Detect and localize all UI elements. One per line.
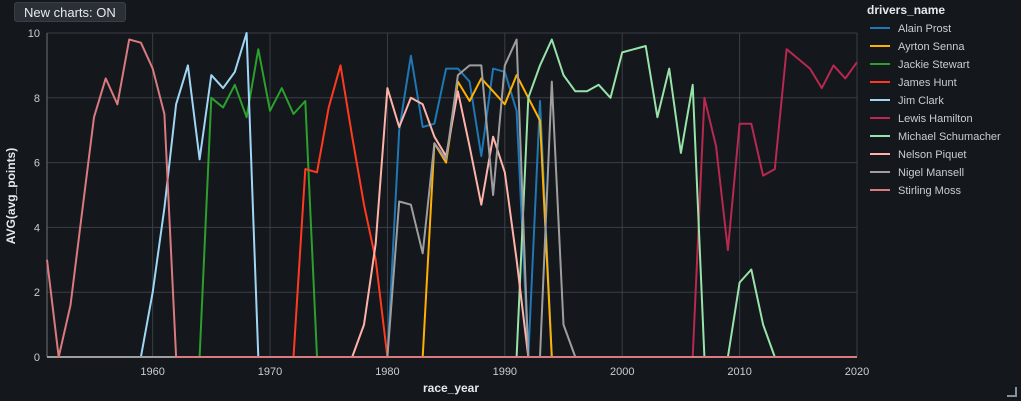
- x-tick-label: 2020: [845, 366, 869, 378]
- series-line-stirling-moss: [46, 38, 857, 358]
- series-line-james-hunt: [47, 64, 857, 358]
- legend-item-alain-prost: Alain Prost: [898, 23, 951, 35]
- new-charts-toggle[interactable]: New charts: ON: [14, 2, 126, 22]
- legend-title: drivers_name: [867, 3, 945, 17]
- y-tick-label: 0: [34, 352, 40, 364]
- x-tick-label: 1980: [375, 366, 399, 378]
- legend-item-ayrton-senna: Ayrton Senna: [898, 41, 965, 53]
- x-axis-label: race_year: [423, 381, 479, 395]
- resize-handle-icon[interactable]: [1007, 387, 1017, 397]
- series-line-lewis-hamilton: [47, 48, 858, 358]
- y-tick-label: 2: [34, 287, 40, 299]
- y-axis-label: AVG(avg_points): [4, 148, 18, 244]
- legend-item-james-hunt: James Hunt: [898, 77, 957, 89]
- legend-item-lewis-hamilton: Lewis Hamilton: [898, 113, 973, 125]
- legend-item-jackie-stewart: Jackie Stewart: [898, 59, 970, 71]
- y-tick-label: 8: [34, 93, 40, 105]
- y-tick-label: 6: [34, 158, 40, 170]
- y-tick-label: 10: [28, 28, 40, 40]
- series-lines: [46, 32, 858, 358]
- series-line-jim-clark: [47, 32, 857, 358]
- legend-item-michael-schumacher: Michael Schumacher: [898, 131, 1001, 143]
- x-tick-label: 1960: [140, 366, 164, 378]
- series-line-jackie-stewart: [47, 48, 857, 358]
- series-line-nelson-piquet: [47, 87, 857, 358]
- legend-item-stirling-moss: Stirling Moss: [898, 185, 961, 197]
- x-tick-label: 1990: [493, 366, 517, 378]
- legend: drivers_name Alain Prost Ayrton Senna Jack…: [867, 3, 1001, 197]
- x-tick-label: 2000: [610, 366, 634, 378]
- legend-item-nelson-piquet: Nelson Piquet: [898, 149, 967, 161]
- series-line-alain-prost: [47, 54, 857, 358]
- y-axis-ticks: 0 2 4 6 8 10: [28, 28, 40, 364]
- series-line-michael-schumacher: [47, 38, 857, 358]
- legend-item-jim-clark: Jim Clark: [898, 95, 944, 107]
- series-line-nigel-mansell: [47, 38, 857, 358]
- x-tick-label: 1970: [258, 366, 282, 378]
- y-tick-label: 4: [34, 222, 40, 234]
- legend-item-nigel-mansell: Nigel Mansell: [898, 167, 964, 179]
- x-axis-ticks: 1960 1970 1980 1990 2000 2010 2020: [140, 366, 869, 378]
- x-tick-label: 2010: [727, 366, 751, 378]
